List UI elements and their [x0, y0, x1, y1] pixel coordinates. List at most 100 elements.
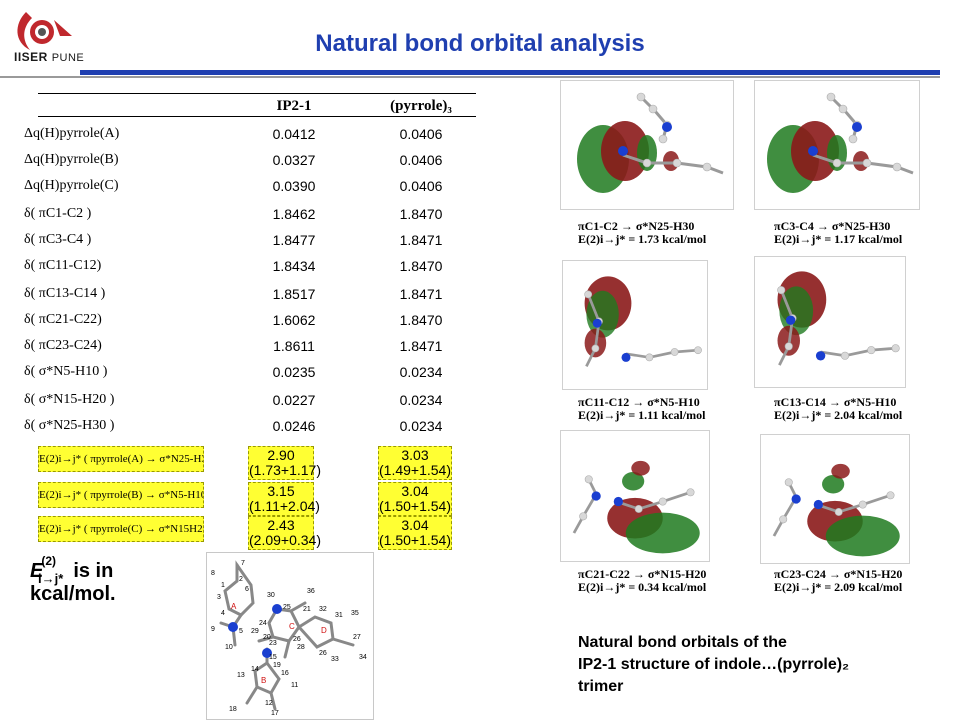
svg-text:8: 8 [211, 570, 215, 577]
svg-text:B: B [261, 676, 266, 685]
svg-text:21: 21 [303, 606, 311, 613]
table-row: δ( πC21-C22) 1.6062 1.8470 [24, 312, 474, 332]
energy-label: E(2)i→j* ( πpyrrole(B) → σ*N5-H10 ) [38, 482, 204, 508]
ip2-1-value: 1.8477 [272, 232, 316, 248]
table-top-rule [38, 93, 476, 94]
row-label: δ( σ*N15-H20 ) [24, 392, 115, 407]
ip2-1-value: 0.0227 [272, 392, 316, 408]
row-label: Δq(H)pyrrole(A) [24, 126, 120, 141]
table-row: δ( σ*N5-H10 ) 0.0235 0.0234 [24, 364, 474, 384]
pyrrole3-value: 0.0234 [399, 392, 443, 408]
svg-text:2: 2 [239, 576, 243, 583]
pyrrole3-value: 1.8470 [399, 312, 443, 328]
ip2-1-value: 1.6062 [272, 312, 316, 328]
row-label: δ( πC3-C4 ) [24, 232, 92, 247]
svg-text:10: 10 [225, 644, 233, 651]
orbital-caption: πC23-C24 → σ*N15-H20 E(2)i→j* = 2.09 kcal… [774, 567, 903, 594]
orbital-image [560, 430, 710, 562]
pyrrole3-energy: 3.03 (1.49+1.54) [378, 446, 452, 480]
pyrrole3-value: 1.8470 [399, 206, 443, 222]
pyrrole3-value: 1.8471 [399, 338, 443, 354]
svg-text:30: 30 [267, 592, 275, 599]
svg-text:29: 29 [251, 628, 259, 635]
ip2-1-value: 1.8517 [272, 286, 316, 302]
svg-text:32: 32 [319, 606, 327, 613]
svg-text:27: 27 [353, 634, 361, 641]
pyrrole3-value: 0.0234 [399, 364, 443, 380]
svg-text:14: 14 [251, 666, 259, 673]
iiser-logo [17, 12, 72, 50]
svg-text:36: 36 [307, 588, 315, 595]
pyrrole3-value: 0.0234 [399, 418, 443, 434]
svg-text:15: 15 [269, 654, 277, 661]
energy-label: E(2)i→j* ( πpyrrole(C) → σ*N15H20 ) [38, 516, 204, 542]
title-underline-gray [0, 76, 940, 78]
orbital-image [760, 434, 910, 564]
pyrrole3-value: 1.8471 [399, 286, 443, 302]
svg-text:11: 11 [291, 682, 298, 689]
ip2-1-value: 0.0246 [272, 418, 316, 434]
orbital-caption: πC11-C12 → σ*N5-H10 E(2)i→j* = 1.11 kcal/… [578, 395, 706, 422]
svg-text:20: 20 [263, 634, 271, 641]
ip2-1-value: 1.8434 [272, 258, 316, 274]
page-title: Natural bond orbital analysis [315, 30, 645, 57]
table-header-rule [38, 116, 476, 117]
svg-text:D: D [321, 626, 327, 635]
ip2-1-energy: 2.90 (1.73+1.17) [248, 446, 321, 480]
svg-text:5: 5 [239, 628, 243, 635]
orbital-caption: πC3-C4 → σ*N25-H30 E(2)i→j* = 1.17 kcal/m… [774, 219, 903, 246]
svg-text:C: C [289, 622, 295, 631]
row-label: δ( πC1-C2 ) [24, 206, 92, 221]
svg-text:33: 33 [331, 656, 339, 663]
ip2-1-energy: 3.15 (1.11+2.04) [248, 482, 320, 516]
table-row: Δq(H)pyrrole(B) 0.0327 0.0406 [24, 152, 474, 172]
svg-text:16: 16 [281, 670, 289, 677]
orbital-caption: πC1-C2 → σ*N25-H30 E(2)i→j* = 1.73 kcal/m… [578, 219, 707, 246]
pyrrole3-value: 0.0406 [399, 152, 443, 168]
svg-text:34: 34 [359, 654, 367, 661]
ip2-1-energy: 2.43 (2.09+0.34) [248, 516, 321, 550]
svg-text:7: 7 [241, 560, 245, 567]
pyrrole3-energy: 3.04 (1.50+1.54) [378, 482, 452, 516]
svg-text:26: 26 [319, 650, 327, 657]
ip2-1-value: 0.0390 [272, 178, 316, 194]
institute-wordmark: IISER PUNE [14, 50, 85, 64]
table-row: δ( πC1-C2 ) 1.8462 1.8470 [24, 206, 474, 226]
svg-text:3: 3 [217, 594, 221, 601]
col-header-ip2-1: IP2-1 [276, 98, 312, 114]
row-label: Δq(H)pyrrole(B) [24, 152, 119, 167]
units-note: E(2)i→j* is in kcal/mol. [30, 554, 116, 605]
orbital-image [560, 80, 734, 210]
table-row: δ( πC23-C24) 1.8611 1.8471 [24, 338, 474, 358]
svg-text:6: 6 [245, 586, 249, 593]
pyrrole3-value: 1.8471 [399, 232, 443, 248]
svg-text:23: 23 [269, 640, 277, 647]
svg-text:28: 28 [297, 644, 305, 651]
row-label: δ( σ*N25-H30 ) [24, 418, 115, 433]
pyrrole3-value: 0.0406 [399, 178, 443, 194]
orbital-image [562, 260, 708, 390]
ip2-1-value: 0.0412 [272, 126, 316, 142]
ip2-1-value: 0.0327 [272, 152, 316, 168]
pyrrole3-value: 1.8470 [399, 258, 443, 274]
row-label: δ( πC11-C12) [24, 258, 102, 273]
col-header-pyrrole3: (pyrrole)₃ [390, 98, 452, 114]
ip2-1-value: 0.0235 [272, 364, 316, 380]
title-underline [80, 70, 940, 75]
pyrrole3-value: 0.0406 [399, 126, 443, 142]
table-row: δ( σ*N15-H20 ) 0.0227 0.0234 [24, 392, 474, 412]
table-row: Δq(H)pyrrole(A) 0.0412 0.0406 [24, 126, 474, 146]
orbital-image [754, 80, 920, 210]
svg-text:9: 9 [211, 626, 215, 633]
svg-text:35: 35 [351, 610, 359, 617]
svg-text:24: 24 [259, 620, 267, 627]
table-row: δ( πC11-C12) 1.8434 1.8470 [24, 258, 474, 278]
svg-text:12: 12 [265, 700, 273, 707]
svg-text:13: 13 [237, 672, 245, 679]
energy-label: E(2)i→j* ( πpyrrole(A) → σ*N25-H30 ) [38, 446, 204, 472]
table-row: δ( πC3-C4 ) 1.8477 1.8471 [24, 232, 474, 252]
row-label: δ( σ*N5-H10 ) [24, 364, 108, 379]
row-label: δ( πC13-C14 ) [24, 286, 106, 301]
row-label: Δq(H)pyrrole(C) [24, 178, 119, 193]
